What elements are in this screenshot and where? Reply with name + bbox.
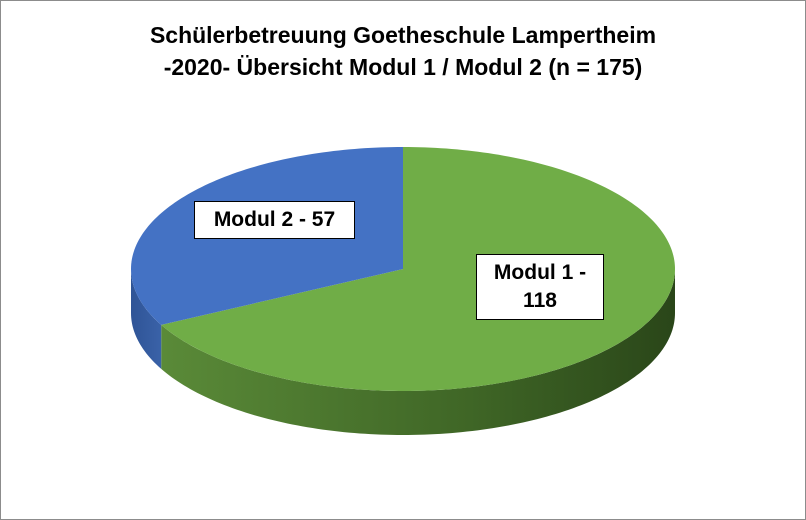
pie-slice bbox=[161, 147, 675, 391]
data-label: Modul 2 - 57 bbox=[194, 201, 355, 239]
data-label: Modul 1 - 118 bbox=[476, 254, 604, 320]
pie-side bbox=[131, 269, 162, 369]
chart-title: Schülerbetreuung Goetheschule Lamperthei… bbox=[150, 22, 656, 48]
chart-title: -2020- Übersicht Modul 1 / Modul 2 (n = … bbox=[164, 54, 643, 80]
pie-side bbox=[161, 269, 675, 435]
